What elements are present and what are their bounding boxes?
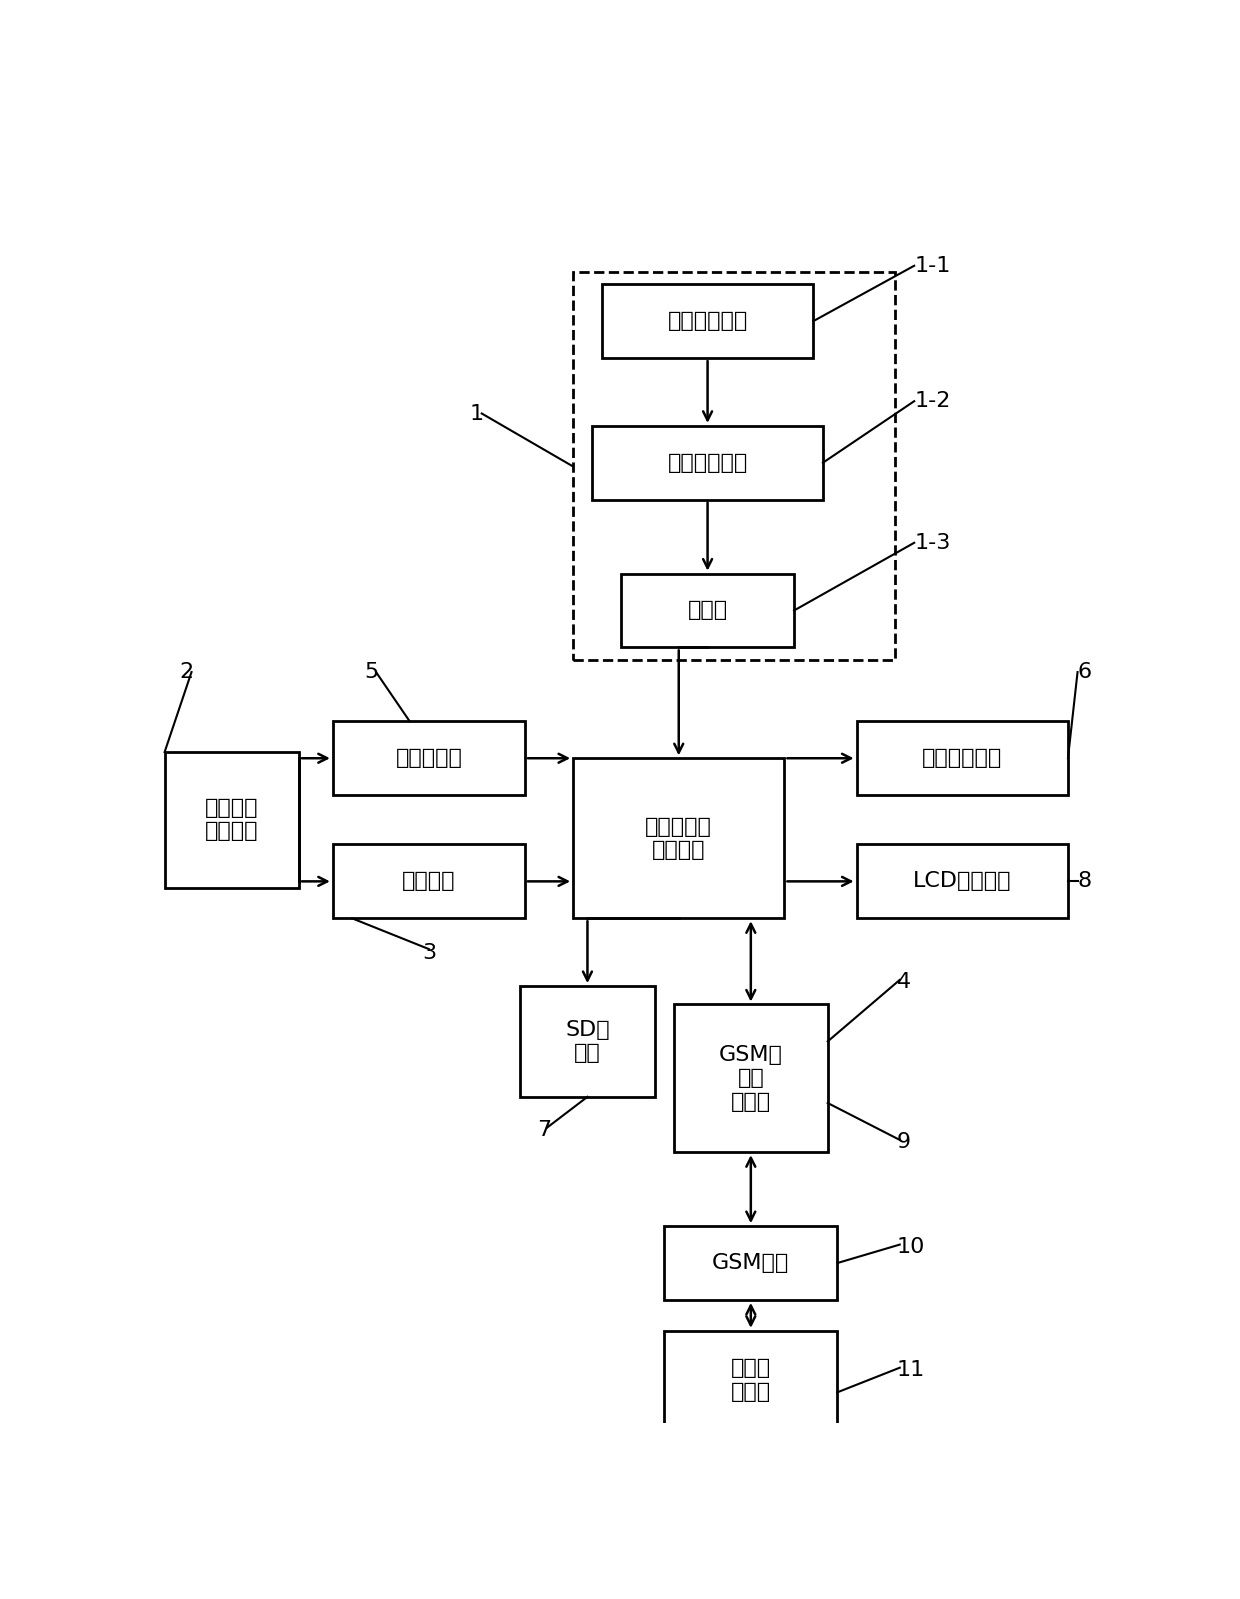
Bar	[573, 758, 785, 918]
Text: GSM网络: GSM网络	[712, 1254, 790, 1273]
Text: 1: 1	[469, 403, 484, 424]
Bar	[621, 574, 794, 648]
Text: 编码器电路: 编码器电路	[396, 748, 463, 768]
Text: 蓄电池: 蓄电池	[687, 601, 728, 620]
Text: LCD显示模块: LCD显示模块	[913, 871, 1012, 891]
Bar	[857, 721, 1068, 795]
Text: 1-3: 1-3	[914, 532, 951, 553]
Text: 2: 2	[179, 662, 193, 683]
Text: 农田主
人手机: 农田主 人手机	[730, 1359, 771, 1402]
Text: 太阳能电池板: 太阳能电池板	[667, 312, 748, 331]
Bar	[601, 285, 813, 358]
Text: 7: 7	[537, 1119, 552, 1140]
Text: 11: 11	[897, 1361, 925, 1380]
Bar	[332, 721, 525, 795]
Text: 10: 10	[897, 1238, 925, 1257]
Text: 6: 6	[1078, 662, 1091, 683]
Text: 数据处理及
分析模块: 数据处理及 分析模块	[645, 817, 712, 860]
Text: SD存
储卡: SD存 储卡	[565, 1020, 610, 1063]
Text: 声光报警模块: 声光报警模块	[923, 748, 1002, 768]
Bar	[165, 752, 299, 887]
Bar	[593, 425, 823, 499]
Text: 5: 5	[365, 662, 378, 683]
Text: 3: 3	[422, 943, 436, 963]
Bar	[857, 844, 1068, 918]
Bar	[665, 1330, 837, 1430]
Text: 8: 8	[1078, 871, 1091, 891]
Bar	[573, 272, 895, 660]
Text: 1-1: 1-1	[914, 256, 951, 275]
Bar	[665, 1226, 837, 1300]
Bar	[332, 844, 525, 918]
Text: 9: 9	[897, 1132, 911, 1153]
Text: GSM无
线通
信模块: GSM无 线通 信模块	[719, 1046, 782, 1111]
Bar	[675, 1004, 828, 1153]
Text: 充放电控制器: 充放电控制器	[667, 453, 748, 473]
Bar	[521, 987, 655, 1097]
Text: 4: 4	[897, 972, 911, 993]
Text: 1-2: 1-2	[914, 392, 951, 411]
Text: 变送器组: 变送器组	[402, 871, 455, 891]
Text: 土壤墒情
传感器组: 土壤墒情 传感器组	[205, 798, 259, 841]
